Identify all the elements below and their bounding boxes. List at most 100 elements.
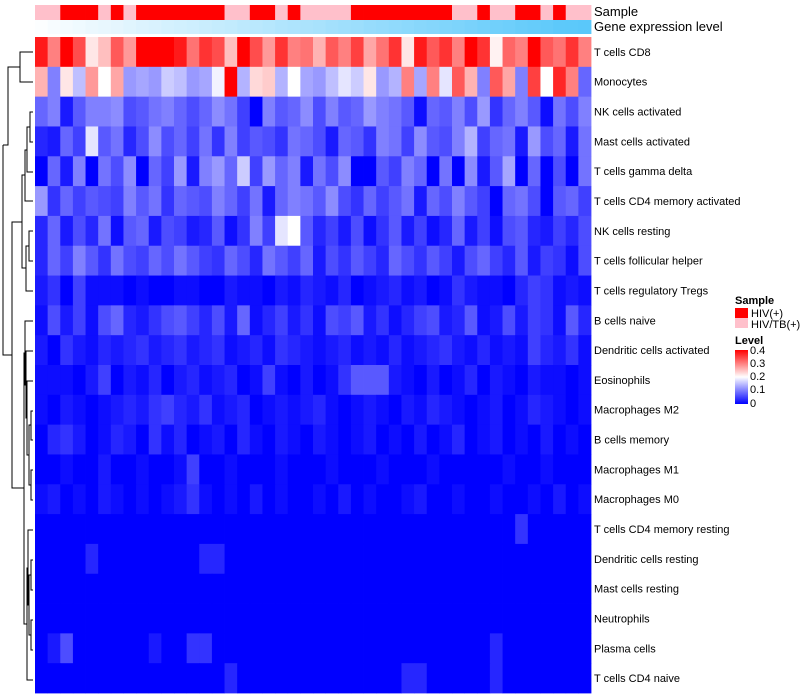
heatmap-cell — [376, 66, 390, 98]
heatmap-cell — [123, 275, 137, 306]
heatmap-cell — [262, 573, 276, 604]
heatmap-cell — [35, 603, 49, 634]
row-label: Neutrophils — [594, 613, 650, 625]
heatmap-cell — [540, 514, 554, 545]
heatmap-cell — [85, 573, 99, 604]
sample-anno-cell — [60, 5, 74, 20]
heatmap-cell — [489, 424, 503, 455]
heatmap-cell — [464, 305, 478, 336]
heatmap-cell — [287, 514, 301, 545]
heatmap-cell — [401, 454, 415, 485]
heatmap-cell — [363, 543, 377, 575]
heatmap-cell — [388, 126, 402, 157]
heatmap-cell — [489, 275, 503, 306]
heatmap-cell — [262, 156, 276, 187]
sample-anno-cell — [553, 5, 567, 20]
heatmap-cell — [287, 66, 301, 98]
heatmap-cell — [47, 454, 61, 485]
sample-anno-cell — [287, 5, 301, 20]
heatmap-cell — [426, 543, 440, 575]
heatmap-cell — [47, 514, 61, 545]
heatmap-cell — [502, 573, 516, 604]
heatmap-cell — [578, 126, 592, 157]
heatmap-cell — [186, 484, 200, 515]
level-tick-0-2: 0.2 — [750, 371, 765, 383]
heatmap-cell — [161, 394, 175, 426]
heatmap-cell — [388, 633, 402, 664]
heatmap-cell — [477, 186, 491, 217]
heatmap-cell — [174, 394, 188, 426]
heatmap-cell — [553, 126, 567, 157]
heatmap-cell — [439, 186, 453, 217]
row-label: Mast cells resting — [594, 584, 679, 596]
heatmap-cell — [553, 365, 567, 396]
expression-anno-cell — [275, 20, 289, 34]
heatmap-cell — [47, 37, 61, 68]
heatmap-cell — [148, 335, 162, 366]
expression-anno-cell — [527, 20, 541, 34]
heatmap-cell — [313, 156, 327, 187]
sample-anno-cell — [72, 5, 86, 20]
heatmap-cell — [426, 305, 440, 336]
heatmap-cell — [224, 245, 238, 276]
heatmap-cell — [502, 603, 516, 634]
heatmap-cell — [515, 126, 529, 157]
heatmap-cell — [249, 424, 263, 455]
sample-anno-cell — [313, 5, 327, 20]
heatmap-cell — [300, 663, 314, 694]
expression-anno-cell — [262, 20, 276, 34]
row-label: T cells CD4 memory resting — [594, 524, 730, 536]
heatmap-cell — [515, 156, 529, 187]
heatmap-cell — [388, 37, 402, 68]
heatmap-cell — [60, 603, 74, 634]
heatmap-cell — [85, 663, 99, 694]
row-label: Macrophages M2 — [594, 405, 679, 417]
heatmap-cell — [237, 126, 251, 157]
heatmap-cell — [262, 603, 276, 634]
heatmap-cell — [237, 603, 251, 634]
heatmap-cell — [98, 663, 112, 694]
heatmap-cell — [123, 663, 137, 694]
heatmap-cell — [489, 126, 503, 157]
heatmap-cell — [237, 186, 251, 217]
heatmap-cell — [174, 186, 188, 217]
expression-anno-cell — [186, 20, 200, 34]
heatmap-cell — [578, 663, 592, 694]
heatmap-cell — [275, 394, 289, 426]
expression-anno-cell — [123, 20, 137, 34]
expression-anno-cell — [502, 20, 516, 34]
heatmap-cell — [98, 305, 112, 336]
heatmap-cell — [565, 663, 579, 694]
heatmap-cell — [249, 37, 263, 68]
heatmap-cell — [148, 96, 162, 127]
heatmap-cell — [72, 66, 86, 98]
heatmap-cell — [439, 215, 453, 247]
heatmap-cell — [224, 275, 238, 306]
heatmap-cell — [287, 96, 301, 127]
heatmap-cell — [287, 156, 301, 187]
sample-anno-cell — [477, 5, 491, 20]
heatmap-cell — [199, 275, 213, 306]
heatmap-cell — [110, 633, 124, 664]
heatmap-cell — [376, 156, 390, 187]
heatmap-cell — [161, 335, 175, 366]
heatmap-cell — [47, 394, 61, 426]
heatmap-cell — [148, 663, 162, 694]
heatmap-cell — [174, 365, 188, 396]
heatmap-cell — [388, 514, 402, 545]
heatmap-cell — [363, 484, 377, 515]
heatmap-cell — [338, 484, 352, 515]
expression-anno-cell — [148, 20, 162, 34]
heatmap-cell — [515, 335, 529, 366]
heatmap-cell — [300, 335, 314, 366]
heatmap-cell — [199, 454, 213, 485]
heatmap-cell — [161, 96, 175, 127]
heatmap-cell — [199, 245, 213, 276]
heatmap-cell — [527, 514, 541, 545]
heatmap-cell — [527, 186, 541, 217]
heatmap-cell — [161, 186, 175, 217]
heatmap-cell — [363, 514, 377, 545]
heatmap-cell — [287, 275, 301, 306]
heatmap-cell — [426, 603, 440, 634]
heatmap-cell — [477, 126, 491, 157]
